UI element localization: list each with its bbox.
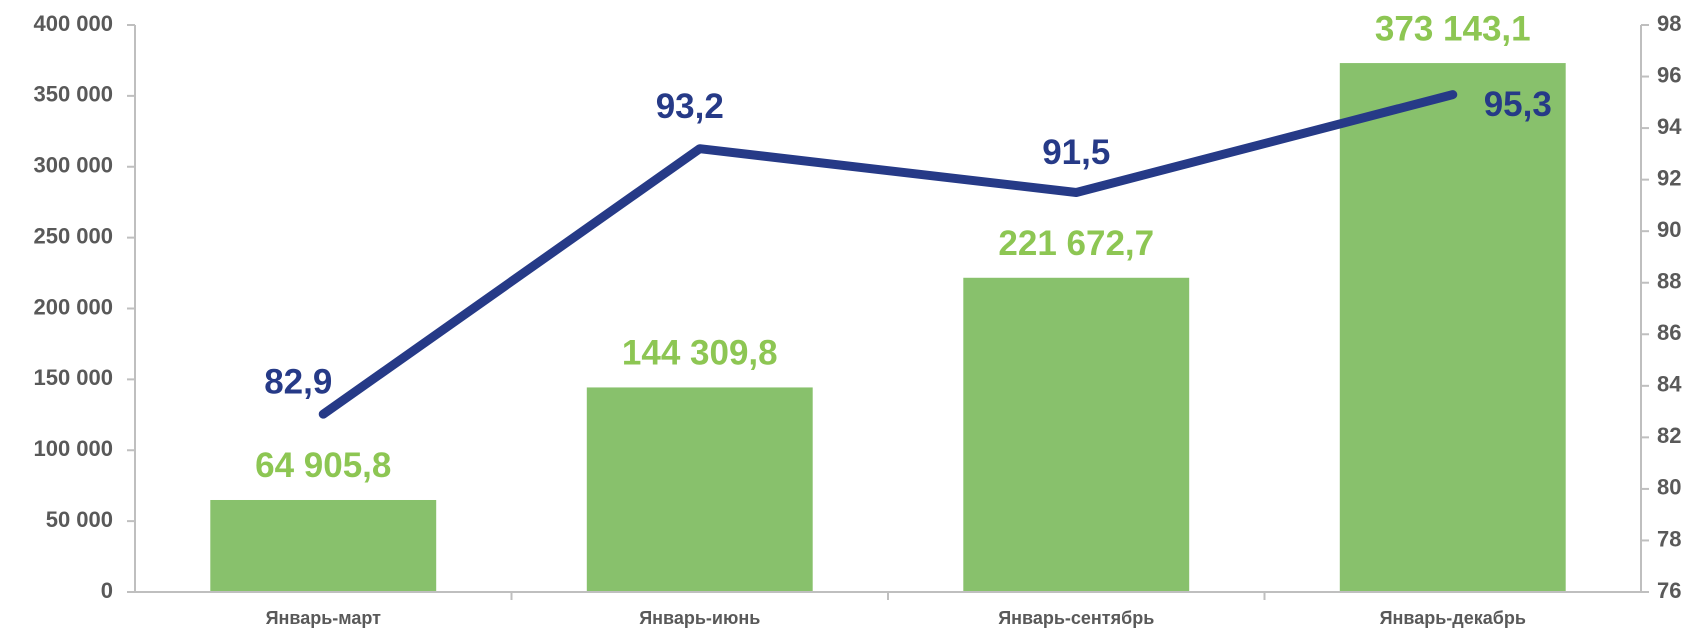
y2-tick-label: 88	[1657, 269, 1681, 294]
y2-tick-label: 76	[1657, 578, 1681, 603]
bar-value-label: 221 672,7	[998, 224, 1154, 263]
y-tick-label: 250 000	[33, 223, 113, 248]
y2-tick-label: 82	[1657, 423, 1681, 448]
line-value-label: 91,5	[1042, 133, 1110, 172]
line-value-label: 93,2	[656, 87, 724, 126]
line-value-label: 95,3	[1484, 85, 1552, 124]
line	[318, 90, 1458, 419]
x-tick-label: Январь-март	[266, 608, 382, 628]
y-tick-label: 200 000	[33, 294, 113, 319]
y2-tick-label: 94	[1657, 114, 1682, 139]
bar	[586, 387, 813, 592]
y-tick-label: 400 000	[33, 11, 113, 36]
bar-value-label: 144 309,8	[622, 334, 778, 373]
bar	[963, 277, 1190, 592]
y-tick-label: 100 000	[33, 436, 113, 461]
y2-tick-label: 80	[1657, 475, 1681, 500]
x-tick-label: Январь-декабрь	[1380, 608, 1526, 628]
x-tick-label: Январь-июнь	[639, 608, 760, 628]
x-tick-label: Январь-сентябрь	[998, 608, 1154, 628]
bar-value-label: 64 905,8	[255, 446, 391, 485]
y-tick-label: 150 000	[33, 365, 113, 390]
y2-tick-label: 90	[1657, 217, 1681, 242]
y2-tick-label: 84	[1657, 372, 1682, 397]
y2-tick-label: 78	[1657, 526, 1681, 551]
y2-tick-label: 86	[1657, 320, 1681, 345]
y-tick-label: 0	[101, 578, 113, 603]
y-tick-label: 50 000	[46, 507, 113, 532]
bar	[210, 499, 437, 592]
y2-tick-label: 92	[1657, 165, 1681, 190]
y2-tick-label: 96	[1657, 62, 1681, 87]
y2-tick-label: 98	[1657, 11, 1681, 36]
line-value-label: 82,9	[264, 362, 332, 401]
bar-value-label: 373 143,1	[1375, 9, 1531, 48]
y-tick-label: 300 000	[33, 153, 113, 178]
bar	[1339, 63, 1566, 593]
y-tick-label: 350 000	[33, 82, 113, 107]
